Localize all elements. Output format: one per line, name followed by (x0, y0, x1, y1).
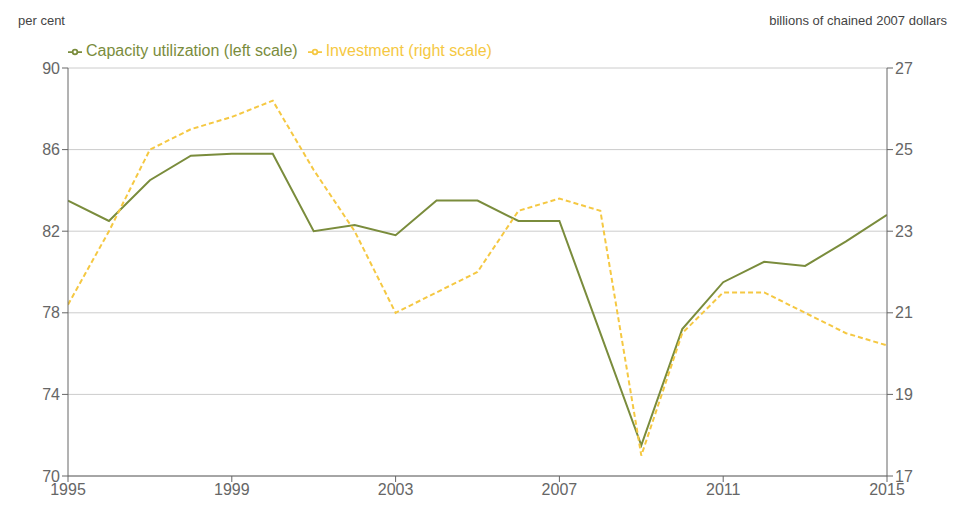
svg-text:2003: 2003 (378, 481, 414, 498)
svg-text:78: 78 (42, 304, 60, 321)
svg-text:21: 21 (895, 304, 913, 321)
html-text:Investment (right scale): Investment (right scale) (325, 42, 492, 59)
svg-text:1999: 1999 (214, 481, 250, 498)
svg-text:1995: 1995 (50, 481, 86, 499)
svg-text:19: 19 (895, 386, 913, 403)
svg-text:2011: 2011 (706, 481, 741, 498)
svg-text:74: 74 (42, 386, 60, 403)
svg-text:23: 23 (895, 223, 913, 240)
svg-text:2015: 2015 (869, 481, 905, 499)
svg-text:90: 90 (42, 60, 60, 77)
html-text:Capacity utilization (left sca: Capacity utilization (left scale) (86, 42, 298, 59)
svg-text:17: 17 (895, 468, 913, 485)
html-text:billions of chained 2007 dolla: billions of chained 2007 dollars (769, 12, 947, 28)
html-text:per cent: per cent (18, 12, 65, 28)
svg-text:27: 27 (895, 60, 913, 77)
svg-text:82: 82 (42, 223, 60, 240)
svg-text:86: 86 (42, 141, 60, 158)
svg-text:25: 25 (895, 141, 913, 158)
svg-text:2007: 2007 (542, 481, 578, 498)
svg-text:70: 70 (42, 468, 60, 485)
